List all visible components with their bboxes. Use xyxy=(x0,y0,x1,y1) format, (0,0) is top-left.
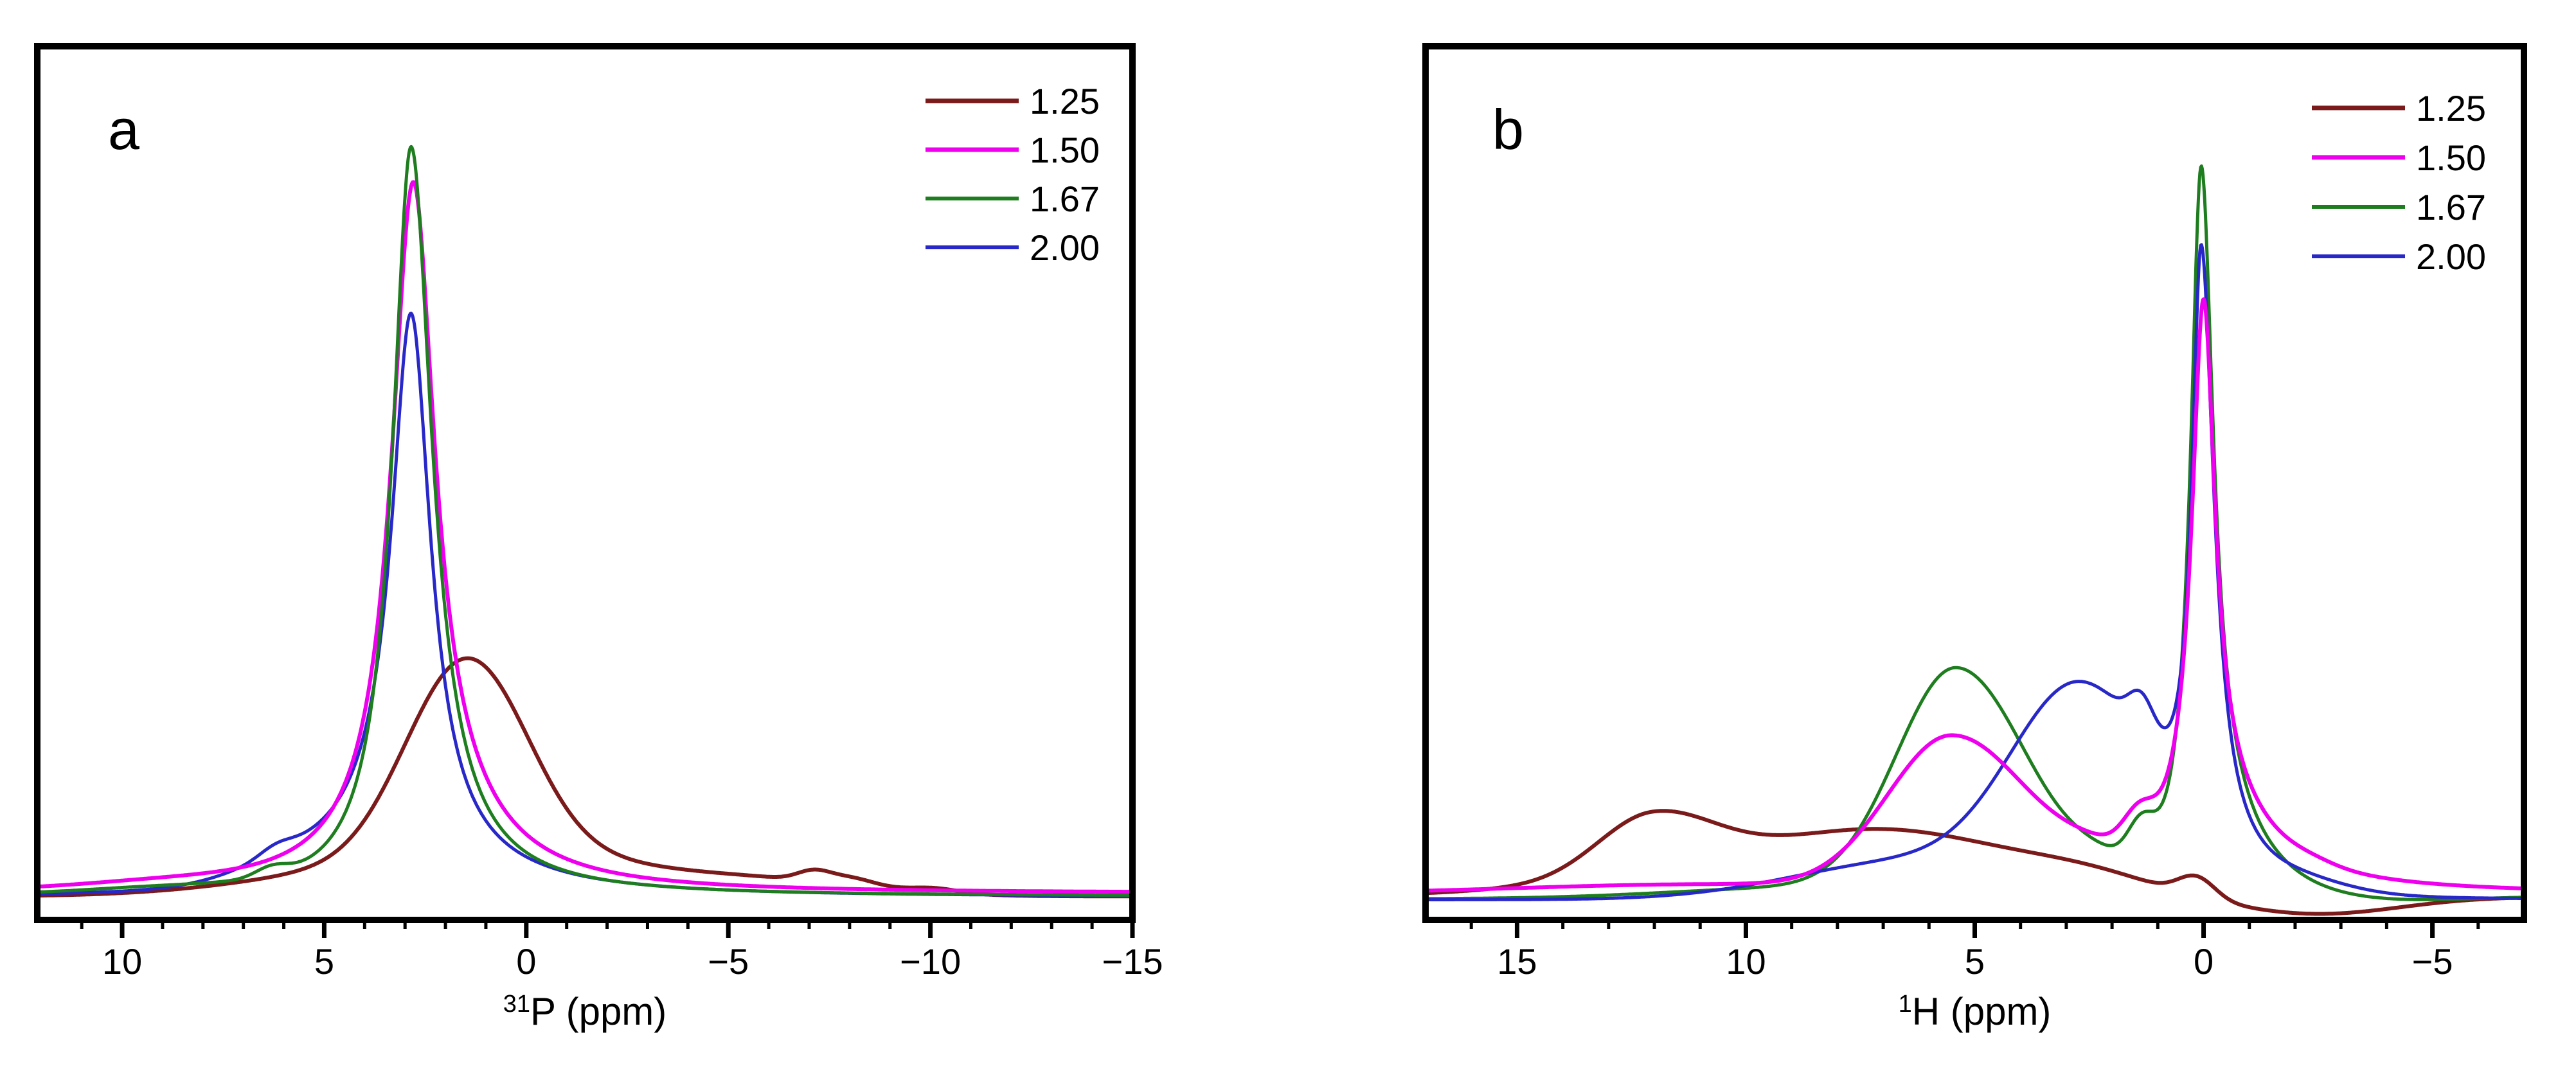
x-tick-label: −5 xyxy=(708,941,749,982)
x-tick-label: 5 xyxy=(1965,941,1985,982)
legend-label-1.25: 1.25 xyxy=(2416,88,2486,128)
x-tick-label: 10 xyxy=(1726,941,1766,982)
legend-label-1.50: 1.50 xyxy=(1030,130,1100,170)
legend-label-1.67: 1.67 xyxy=(1030,179,1100,219)
legend: 1.25 1.50 1.67 2.00 xyxy=(2312,88,2486,277)
legend-label-1.50: 1.50 xyxy=(2416,137,2486,178)
x-tick-label: 0 xyxy=(516,941,536,982)
series-curve-1.25 xyxy=(1429,809,2521,916)
plot-frame xyxy=(1422,43,2527,923)
curves xyxy=(1429,164,2521,916)
legend-label-2.00: 2.00 xyxy=(2416,236,2486,277)
panel-label-b: b xyxy=(1492,98,1524,161)
series-curve-2.00 xyxy=(40,312,1129,897)
legend: 1.25 1.50 1.67 2.00 xyxy=(926,81,1100,268)
series-curve-1.50 xyxy=(1429,297,2521,893)
legend-label-1.25: 1.25 xyxy=(1030,81,1100,121)
x-axis-label-b: 1H (ppm) xyxy=(1426,991,2524,1033)
x-tick-label: 0 xyxy=(2194,941,2214,982)
x-axis-label-a-text: P (ppm) xyxy=(530,990,667,1033)
curves xyxy=(40,145,1129,899)
x-tick-label: −5 xyxy=(2412,941,2453,982)
legend-label-1.67: 1.67 xyxy=(2416,187,2486,227)
x-tick-label: 10 xyxy=(102,941,142,982)
x-axis-label-b-text: H (ppm) xyxy=(1911,990,2052,1033)
spectrum-panel-b: 15 10 5 0 −5 1.25 1.50 1.67 2.00 xyxy=(1422,43,2527,982)
x-tick-label: −15 xyxy=(1102,941,1163,982)
x-tick-label: 5 xyxy=(314,941,334,982)
series-curve-1.25 xyxy=(40,656,1129,899)
series-curve-2.00 xyxy=(1429,243,2521,901)
panel-label-a: a xyxy=(108,98,139,161)
plot-frame xyxy=(34,43,1136,923)
x-axis-label-b-superscript: 1 xyxy=(1898,991,1912,1018)
series-curve-1.67 xyxy=(40,145,1129,897)
legend-label-2.00: 2.00 xyxy=(1030,227,1100,268)
series-curve-1.50 xyxy=(40,180,1129,894)
series-curve-1.67 xyxy=(1429,164,2521,901)
x-axis-label-a-superscript: 31 xyxy=(503,991,530,1018)
x-axis-ticks xyxy=(80,920,1135,938)
x-axis-label-a: 31P (ppm) xyxy=(37,991,1132,1033)
spectrum-panel-a: 10 5 0 −5 −10 −15 1.25 1.50 1.67 2.00 xyxy=(34,43,1163,982)
x-tick-label: 15 xyxy=(1497,941,1537,982)
x-tick-label: −10 xyxy=(900,941,961,982)
x-axis-ticks xyxy=(1469,920,2480,938)
